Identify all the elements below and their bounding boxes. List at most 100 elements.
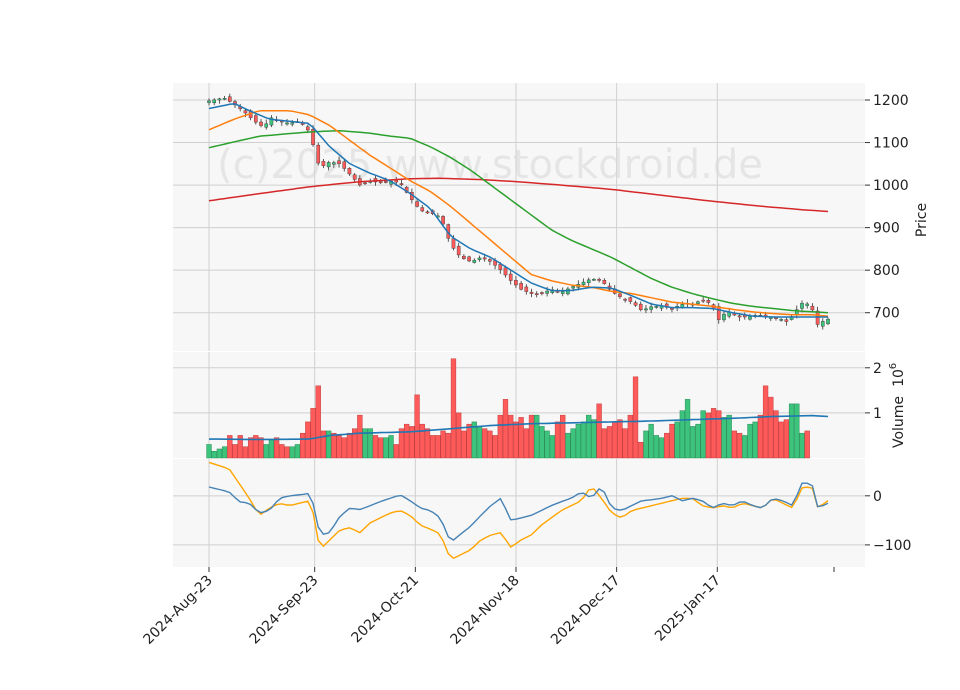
price-axis-label: Price bbox=[914, 203, 930, 237]
candle-body bbox=[420, 207, 425, 212]
volume-bar bbox=[430, 435, 436, 459]
volume-bar bbox=[690, 426, 696, 459]
volume-bar bbox=[341, 437, 347, 459]
volume-bar bbox=[435, 435, 441, 459]
candle-body bbox=[805, 303, 809, 306]
volume-bar bbox=[440, 430, 446, 459]
volume-bar bbox=[731, 430, 738, 459]
candle-body bbox=[243, 110, 248, 114]
volume-bar bbox=[591, 419, 597, 459]
volume-bar bbox=[716, 410, 722, 459]
oscillator-tick-label: −100 bbox=[873, 538, 911, 554]
volume-bar bbox=[586, 414, 592, 459]
volume-bar bbox=[221, 446, 228, 459]
volume-bar bbox=[653, 435, 659, 459]
volume-bar bbox=[216, 448, 223, 459]
volume-bar bbox=[606, 426, 613, 459]
candle-body bbox=[337, 160, 341, 164]
candle-body bbox=[706, 300, 711, 303]
candle-body bbox=[602, 280, 607, 284]
price-tick-label: 1100 bbox=[873, 136, 909, 152]
candle-body bbox=[566, 288, 570, 295]
volume-bar bbox=[658, 437, 665, 459]
volume-bar bbox=[497, 414, 503, 459]
volume-bar bbox=[409, 426, 415, 459]
volume-bar bbox=[596, 403, 602, 459]
volume-bar bbox=[544, 430, 550, 459]
volume-bar bbox=[773, 410, 779, 459]
price-tick-label: 900 bbox=[873, 221, 900, 237]
price-tick-label: 700 bbox=[873, 306, 900, 322]
volume-bar bbox=[695, 423, 701, 459]
volume-bar bbox=[549, 435, 555, 459]
candle-body bbox=[306, 126, 310, 131]
volume-bar bbox=[305, 421, 311, 459]
candle-body bbox=[748, 316, 752, 320]
candle-body bbox=[332, 162, 336, 165]
candle-body bbox=[618, 293, 622, 297]
oscillator-tick-label: 0 bbox=[873, 489, 882, 505]
volume-bar bbox=[752, 421, 758, 459]
volume-bar bbox=[273, 437, 280, 459]
volume-bar bbox=[742, 435, 748, 459]
volume-bar bbox=[299, 432, 306, 459]
volume-bar bbox=[627, 414, 633, 459]
volume-bar bbox=[456, 412, 462, 459]
price-tick-label: 1000 bbox=[873, 178, 909, 194]
candle-body bbox=[352, 174, 357, 180]
volume-bar bbox=[768, 396, 774, 459]
grid-lines bbox=[173, 83, 865, 567]
candle-body bbox=[524, 286, 529, 292]
volume-bar bbox=[424, 428, 431, 459]
volume-bar bbox=[482, 428, 488, 459]
candle-body bbox=[716, 306, 721, 320]
volume-bar bbox=[700, 410, 706, 459]
volume-bar bbox=[565, 432, 571, 459]
oscillator-panel-bg bbox=[173, 459, 865, 567]
volume-bar bbox=[617, 419, 623, 459]
candle-body bbox=[441, 216, 445, 225]
volume-average-line bbox=[209, 414, 829, 441]
volume-series bbox=[206, 358, 829, 459]
candle-body bbox=[316, 144, 321, 164]
candle-body bbox=[472, 259, 477, 263]
volume-bar bbox=[393, 444, 399, 459]
candle-body bbox=[826, 318, 830, 325]
candle-body bbox=[456, 245, 461, 256]
candle-body bbox=[519, 283, 523, 290]
candle-body bbox=[488, 259, 492, 262]
volume-bar bbox=[518, 417, 524, 459]
candle-body bbox=[415, 201, 419, 207]
x-tick-label: 2024-Sep-23 bbox=[247, 573, 322, 648]
candle-body bbox=[800, 302, 804, 309]
volume-bar bbox=[726, 414, 732, 459]
volume-bar bbox=[315, 385, 321, 459]
volume-bar bbox=[622, 428, 628, 459]
candle-body bbox=[545, 290, 549, 294]
volume-bar bbox=[476, 426, 483, 459]
x-tick-label: 2024-Dec-17 bbox=[548, 573, 623, 648]
candle-body bbox=[534, 293, 539, 295]
x-tick-label: 2024-Aug-23 bbox=[140, 573, 215, 648]
candle-body bbox=[451, 238, 456, 249]
candle-body bbox=[207, 100, 211, 103]
volume-bar bbox=[721, 417, 727, 459]
candle-body bbox=[737, 315, 742, 318]
candle-body bbox=[633, 302, 638, 306]
candle-body bbox=[217, 98, 222, 101]
candle-body bbox=[592, 279, 596, 281]
volume-bar bbox=[513, 421, 519, 459]
candle-body bbox=[269, 117, 274, 126]
candle-body bbox=[378, 181, 383, 184]
volume-bar bbox=[528, 414, 535, 459]
volume-bar bbox=[367, 428, 373, 459]
candle-body bbox=[462, 255, 466, 259]
candle-body bbox=[264, 123, 269, 128]
oscillator-blue-line bbox=[208, 482, 829, 541]
candle-body bbox=[581, 281, 586, 285]
volume-bar bbox=[289, 446, 295, 459]
price-series bbox=[207, 93, 830, 330]
volume-bar bbox=[783, 419, 790, 459]
volume-bar bbox=[679, 410, 685, 459]
volume-bar bbox=[632, 376, 639, 459]
